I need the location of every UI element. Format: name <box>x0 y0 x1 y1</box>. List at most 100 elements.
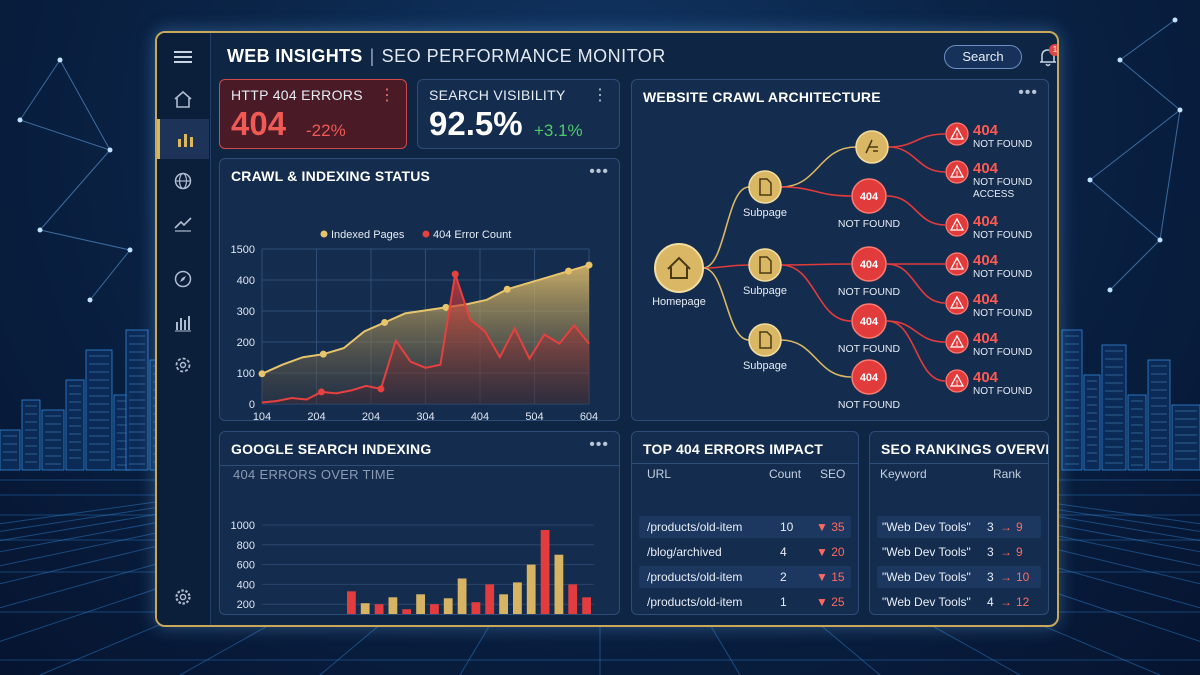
subpage-label: Subpage <box>743 285 787 297</box>
data-point[interactable] <box>317 388 325 396</box>
city-skyline <box>0 329 1200 471</box>
col-header-url: URL <box>647 467 672 481</box>
bar[interactable] <box>540 530 550 615</box>
compass-icon[interactable] <box>157 259 209 299</box>
bar-chart-icon[interactable] <box>157 303 209 343</box>
error-code: 404 <box>860 191 879 203</box>
error-node[interactable] <box>851 359 887 395</box>
url-cell: /products/old-item <box>647 570 743 584</box>
data-point[interactable] <box>503 285 511 293</box>
tree-edge <box>886 263 946 304</box>
bar[interactable] <box>513 582 522 615</box>
gear-icon[interactable] <box>157 577 209 617</box>
title-separator: | <box>369 46 375 66</box>
seo-cell: ▼ 35 <box>816 520 845 534</box>
table-row[interactable]: "Web Dev Tools" 3 → 10 <box>877 566 1041 588</box>
rank-arrow-icon: → <box>1000 545 1012 559</box>
bar[interactable] <box>457 578 467 616</box>
more-options-icon[interactable]: ••• <box>589 163 609 180</box>
x-tick-label: 304 <box>416 411 434 421</box>
bar[interactable] <box>499 594 508 615</box>
crawl-status-card: CRAWL & INDEXING STATUS ••• 0 100 200 300 40… <box>219 158 620 421</box>
kpi-value: 92.5% <box>429 105 523 142</box>
bar[interactable] <box>471 602 481 615</box>
rank-to: 9 <box>1016 520 1023 534</box>
table-row[interactable]: /products/old-item 2 ▼ 15 <box>639 566 851 588</box>
more-options-icon[interactable]: ••• <box>589 436 609 453</box>
table-row[interactable]: /products/old-item 1 ▼ 25 <box>639 591 851 613</box>
homepage-node[interactable] <box>654 243 704 293</box>
more-options-icon[interactable]: ••• <box>1018 84 1038 101</box>
data-point[interactable] <box>258 370 266 378</box>
url-cell: /blog/archived <box>647 545 722 559</box>
series-line <box>261 273 590 404</box>
subpage-node[interactable] <box>748 323 782 357</box>
kpi-search-visibility[interactable]: SEARCH VISIBILITY ⋮ 92.5% +3.1% <box>417 79 620 149</box>
url-cell: /products/old-item <box>647 520 743 534</box>
kpi-404-errors[interactable]: HTTP 404 ERRORS ⋮ 404 -22% <box>219 79 407 149</box>
chart-subtitle: 404 ERRORS OVER TIME <box>233 467 395 482</box>
bar[interactable] <box>443 598 453 615</box>
table-row[interactable]: "Web Dev Tools" 4 → 12 <box>877 591 1041 613</box>
leaf-error-code: 404 <box>973 369 999 386</box>
crawl-architecture-card: WEBSITE CRAWL ARCHITECTURE ••• Homepage S… <box>631 79 1049 421</box>
data-point[interactable] <box>442 303 450 311</box>
bar[interactable] <box>402 609 412 615</box>
y-tick-label: 200 <box>237 599 255 611</box>
bar[interactable] <box>360 603 370 615</box>
kebab-menu-icon[interactable]: ⋮ <box>379 87 396 104</box>
table-row[interactable]: "Web Dev Tools" 3 → 9 <box>877 541 1041 563</box>
error-node[interactable] <box>851 178 887 214</box>
leaf-error-label-extra: ACCESS <box>973 189 1014 200</box>
subpage-node[interactable] <box>748 170 782 204</box>
analytics-icon[interactable] <box>157 119 209 159</box>
keyword-cell: "Web Dev Tools" <box>882 570 971 584</box>
error-code: 404 <box>860 259 879 271</box>
subpage-label: Subpage <box>743 207 787 219</box>
data-point[interactable] <box>565 267 573 275</box>
bar[interactable] <box>568 584 578 615</box>
card-title: CRAWL & INDEXING STATUS <box>231 168 431 184</box>
data-point[interactable] <box>381 318 389 326</box>
bar[interactable] <box>388 597 398 615</box>
bar[interactable] <box>430 604 439 615</box>
bar[interactable] <box>485 584 495 615</box>
warning-icon <box>949 217 965 231</box>
menu-icon[interactable] <box>157 37 209 77</box>
bar[interactable] <box>374 604 384 615</box>
bar[interactable] <box>582 597 591 615</box>
bar[interactable] <box>554 554 564 615</box>
y-tick-label: 0 <box>249 399 255 411</box>
top-404-errors-card: TOP 404 ERRORS IMPACT URL Count SEO /pro… <box>631 431 859 615</box>
trend-icon[interactable] <box>157 203 209 243</box>
leaf-error-code: 404 <box>973 160 999 177</box>
warning-mark: ! <box>956 263 958 270</box>
home-icon[interactable] <box>157 79 209 119</box>
search-button[interactable]: Search <box>944 45 1022 69</box>
error-node[interactable] <box>851 303 887 339</box>
warning-mark: ! <box>956 224 958 231</box>
data-point[interactable] <box>377 385 385 393</box>
bar[interactable] <box>416 594 425 615</box>
top-bar: WEB INSIGHTS | SEO PERFORMANCE MONITOR Sea… <box>211 33 1057 79</box>
globe-icon[interactable] <box>157 161 209 201</box>
kebab-menu-icon[interactable]: ⋮ <box>592 87 609 104</box>
settings-badge-icon[interactable] <box>157 345 209 385</box>
rank-from: 3 <box>987 570 994 584</box>
data-point[interactable] <box>585 261 593 269</box>
error-node[interactable] <box>851 246 887 282</box>
y-tick-label: 1500 <box>231 244 255 256</box>
bar[interactable] <box>526 564 536 615</box>
series-area <box>262 274 589 404</box>
warning-mark: ! <box>956 380 958 387</box>
data-point[interactable] <box>319 350 327 358</box>
table-row[interactable]: /products/old-item 10 ▼ 35 <box>639 516 851 538</box>
bar[interactable] <box>347 591 356 615</box>
subpage-node[interactable] <box>748 248 782 282</box>
table-row[interactable]: /blog/archived 4 ▼ 20 <box>639 541 851 563</box>
table-row[interactable]: "Web Dev Tools" 3 → 9 <box>877 516 1041 538</box>
error-label: NOT FOUND <box>838 399 901 411</box>
leaf-error-label: NOT FOUND <box>973 386 1032 397</box>
data-point[interactable] <box>451 270 459 278</box>
divider <box>220 465 619 466</box>
